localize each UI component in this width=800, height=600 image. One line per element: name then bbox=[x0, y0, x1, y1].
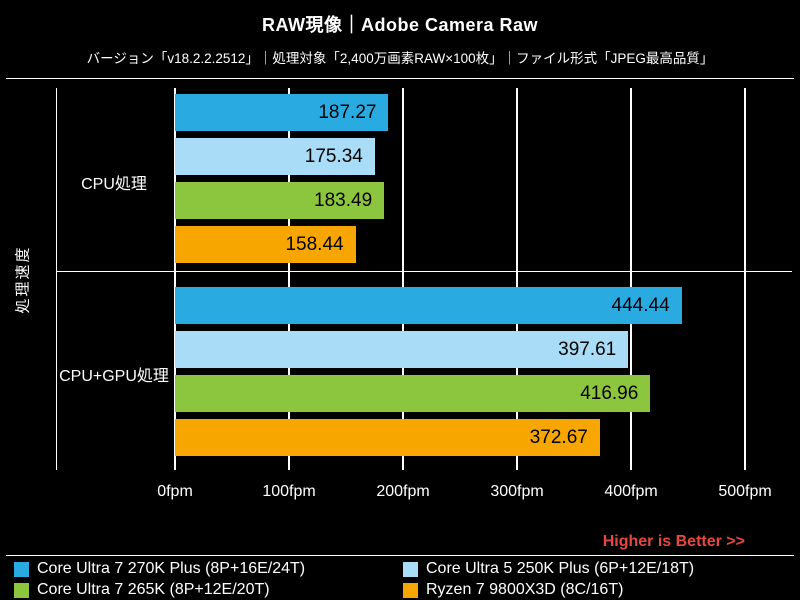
legend-item: Core Ultra 5 250K Plus (6P+12E/18T) bbox=[403, 560, 792, 578]
bar-value-label: 187.27 bbox=[318, 102, 377, 123]
bar: 187.27 bbox=[175, 94, 389, 131]
category-label-cpu-gpu: CPU+GPU処理 bbox=[59, 368, 169, 385]
legend-item: Core Ultra 7 270K Plus (8P+16E/24T) bbox=[14, 560, 403, 578]
y-axis-line bbox=[56, 88, 57, 470]
bar: 183.49 bbox=[175, 182, 385, 219]
bar-value-label: 158.44 bbox=[285, 234, 344, 255]
chart-title: RAW現像｜Adobe Camera Raw bbox=[261, 15, 539, 35]
bar: 397.61 bbox=[175, 331, 629, 368]
x-axis-ticks: 0fpm 100fpm 200fpm 300fpm 400fpm 500fpm bbox=[0, 483, 800, 505]
legend-swatch bbox=[14, 582, 29, 598]
header-divider bbox=[6, 78, 794, 79]
group-separator-line bbox=[56, 271, 792, 272]
bar-value-label: 372.67 bbox=[529, 427, 588, 448]
legend-label: Core Ultra 7 265K (8P+12E/20T) bbox=[37, 581, 270, 598]
x-tick-label: 100fpm bbox=[262, 483, 316, 500]
legend-swatch bbox=[14, 561, 29, 577]
legend-label: Core Ultra 7 270K Plus (8P+16E/24T) bbox=[37, 560, 306, 577]
bar: 158.44 bbox=[175, 226, 356, 263]
x-tick-label: 500fpm bbox=[718, 483, 772, 500]
legend-item: Ryzen 7 9800X3D (8C/16T) bbox=[403, 581, 792, 599]
legend-label: Ryzen 7 9800X3D (8C/16T) bbox=[426, 581, 624, 598]
legend-item: Core Ultra 7 265K (8P+12E/20T) bbox=[14, 581, 403, 599]
gridline bbox=[288, 88, 290, 470]
bar-value-label: 183.49 bbox=[314, 190, 373, 211]
gridline bbox=[516, 88, 518, 470]
higher-is-better-note: Higher is Better >> bbox=[602, 533, 745, 550]
plot-area: 187.27 175.34 183.49 158.44 444.44 397.61 416.… bbox=[174, 88, 746, 470]
category-label-cpu: CPU処理 bbox=[81, 176, 147, 193]
bar-value-label: 444.44 bbox=[611, 295, 670, 316]
legend: Core Ultra 7 270K Plus (8P+16E/24T) Core … bbox=[14, 560, 792, 598]
legend-swatch bbox=[403, 561, 418, 577]
y-axis-title-text: 処理速度 bbox=[14, 244, 32, 314]
bar: 372.67 bbox=[175, 419, 600, 456]
x-tick-label: 200fpm bbox=[376, 483, 430, 500]
gridline bbox=[402, 88, 404, 470]
legend-label: Core Ultra 5 250K Plus (6P+12E/18T) bbox=[426, 560, 695, 577]
bar: 416.96 bbox=[175, 375, 651, 412]
x-tick-label: 300fpm bbox=[490, 483, 544, 500]
gridline bbox=[630, 88, 632, 470]
bar-value-label: 397.61 bbox=[558, 339, 617, 360]
chart-subtitle: バージョン「v18.2.2.2512」｜処理対象「2,400万画素RAW×100… bbox=[86, 51, 714, 66]
x-tick-label: 0fpm bbox=[157, 483, 193, 500]
bar: 175.34 bbox=[175, 138, 375, 175]
bar-value-label: 416.96 bbox=[580, 383, 639, 404]
legend-swatch bbox=[403, 582, 418, 598]
gridline bbox=[174, 88, 176, 470]
y-axis-title: 処理速度 bbox=[0, 88, 44, 470]
footer-divider bbox=[6, 555, 794, 556]
bar: 444.44 bbox=[175, 287, 682, 324]
bar-value-label: 175.34 bbox=[304, 146, 363, 167]
gridline bbox=[744, 88, 746, 470]
x-tick-label: 400fpm bbox=[604, 483, 658, 500]
